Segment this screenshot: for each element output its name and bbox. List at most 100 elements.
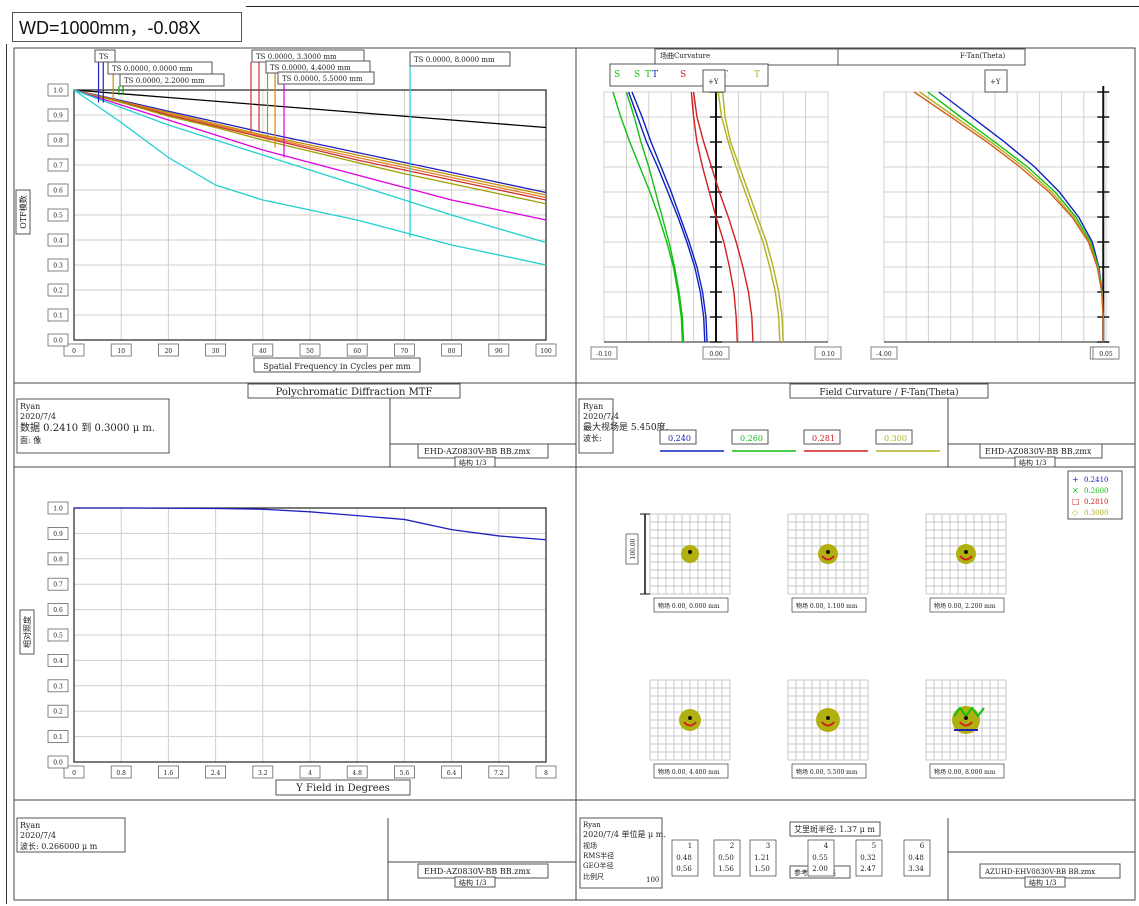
spot-geo-3: 2.00 — [812, 865, 828, 873]
mtf-xtick-box-8 — [441, 343, 463, 357]
mtf-ytick-3: 0.3 — [53, 263, 63, 270]
rel-xtick-4: 3.2 — [258, 770, 268, 777]
mtf-info-1: 2020/7/4 — [20, 412, 56, 421]
mtf-series-4 — [73, 89, 547, 201]
mtf-series-8 — [73, 89, 547, 266]
rel-xtick-box-9 — [488, 765, 510, 779]
rel-info: Ryan 2020/7/4 波长: 0.266000 μ m EHD-AZ083… — [16, 817, 576, 900]
rel-ylabel: 相对照度 — [22, 616, 32, 648]
fc-axis-tag-left: +Y — [708, 78, 719, 86]
mtf-xtick-box-4 — [252, 343, 274, 357]
top-rule — [246, 6, 1139, 7]
fc-left-series-7 — [717, 91, 781, 343]
rel-ytick-7: 0.7 — [53, 582, 63, 589]
rel-ytick-box-5 — [47, 628, 69, 642]
mtf-field-label-4: TS 0.0000, 4.4000 mm — [270, 64, 351, 72]
spot-legend-box — [1067, 470, 1123, 520]
mtf-xtick-box-10 — [535, 343, 557, 357]
fc-left-series-2 — [627, 91, 706, 343]
mtf-info-3: 面: 像 — [20, 435, 41, 445]
fc-legend-letter-1: S — [634, 70, 640, 80]
spot-col-box-3 — [807, 839, 835, 877]
rel-info-2: 波长: 0.266000 μ m — [20, 841, 98, 851]
mtf-texts: Polychromatic Diffraction MTF Spatial Fr… — [15, 189, 461, 399]
fc-right-xtick-0: -4.00 — [876, 351, 892, 358]
spot-green-ring — [953, 706, 985, 718]
spot-center-0 — [688, 550, 692, 554]
spot-rms-2: 1.21 — [754, 854, 770, 862]
mtf-ytick-box-7 — [47, 158, 69, 172]
spot-field-box-2 — [929, 597, 1005, 613]
spot-col-3: 4 — [824, 842, 829, 850]
spot-diagram-panel: 物场 0.00, 0.000 mm 物场 0.00, 1.100 mm 物场 0.0… — [625, 513, 1007, 779]
spot-rms-5: 0.48 — [908, 854, 924, 862]
mtf-field-labels: TS TS 0.0000, 0.0000 mm TS 0.0000, 2.200… — [94, 49, 511, 87]
spot-field-label-2: 物场 0.00, 2.200 mm — [934, 602, 996, 610]
mtf-ytick-box-10 — [47, 83, 69, 97]
spot-info-3: RMS半径 — [583, 851, 614, 860]
rel-xtick-box-0 — [63, 765, 85, 779]
spot-legend-symbol-1: × — [1072, 486, 1079, 495]
fc-left-xtick-box-1 — [702, 346, 730, 360]
mtf-field-label-1: TS 0.0000, 0.0000 mm — [112, 65, 193, 73]
rel-xtick-box-6 — [346, 765, 368, 779]
rel-ytick-box-0 — [47, 755, 69, 769]
mtf-xtick-box-1 — [110, 343, 132, 357]
mtf-ytick-box-9 — [47, 108, 69, 122]
mtf-field-label-5: TS 0.0000, 5.5000 mm — [282, 75, 363, 83]
spot-rms-0: 0.48 — [676, 854, 692, 862]
rel-file-1: 结构 1/3 — [459, 878, 487, 887]
fc-left-series-4 — [692, 91, 754, 343]
fc-title: Field Curvature / F-Tan(Theta) — [819, 387, 958, 398]
spot-legend-symbol-3: ◇ — [1072, 508, 1079, 517]
mtf-field-label-0: TS — [99, 53, 109, 61]
mtf-xtick-box-3 — [205, 343, 227, 357]
spot-geo-0: 0.56 — [676, 865, 692, 873]
fc-wl-1: 0.260 — [740, 434, 763, 443]
spot-file-0: AZUHD-EHV0830V-BB BB.zmx — [984, 868, 1095, 876]
rel-ytick-box-2 — [47, 704, 69, 718]
fc-info-2: 最大视场是 5.450度. — [583, 421, 669, 433]
mtf-ytick-4: 0.4 — [53, 238, 63, 245]
fc-left-series-0 — [612, 91, 684, 343]
fc-legend-letter-4: S — [680, 70, 686, 80]
mtf-ytick-6: 0.6 — [53, 188, 63, 195]
mtf-xtick-2: 20 — [165, 348, 173, 355]
mtf-ytick-box-6 — [47, 183, 69, 197]
relative-illumination-panel: 0 0.8 1.6 2.4 3.2 4 4.8 5.6 6.4 7.2 8 0.0 0.1 0.2 0.3 0… — [47, 501, 557, 779]
mtf-xtick-7: 70 — [401, 348, 409, 355]
spot-info-4: GEO半径 — [583, 861, 613, 870]
fc-wl-2: 0.281 — [812, 434, 835, 443]
mtf-series-0 — [73, 89, 547, 129]
mtf-series-6 — [73, 89, 547, 221]
rel-xtick-box-4 — [252, 765, 274, 779]
spot-geo-1: 1.56 — [718, 865, 734, 873]
spot-col-1: 2 — [730, 842, 734, 850]
rel-ytick-5: 0.5 — [53, 633, 63, 640]
rel-ytick-8: 0.8 — [53, 556, 63, 563]
rel-ytick-box-10 — [47, 501, 69, 515]
fc-info-0: Ryan — [583, 402, 603, 411]
mtf-xtick-8: 80 — [448, 348, 456, 355]
fc-file-0: EHD-AZ0830V-BB BB.zmx — [985, 447, 1092, 456]
spot-field-box-4 — [791, 763, 867, 779]
rel-xtick-1: 0.8 — [116, 770, 126, 777]
mtf-xtick-box-5 — [299, 343, 321, 357]
rel-ytick-0: 0.0 — [53, 760, 63, 767]
fc-info-3: 波长: — [583, 433, 602, 443]
mtf-ytick-box-1 — [47, 308, 69, 322]
spot-center-4 — [826, 716, 830, 720]
spot-col-0: 1 — [688, 842, 692, 850]
mtf-xtick-0: 0 — [72, 348, 76, 355]
fc-right-series-3 — [913, 91, 1104, 343]
spot-geo-4: 2.47 — [860, 865, 876, 873]
spot-center-5 — [964, 716, 968, 720]
rel-xtick-box-1 — [110, 765, 132, 779]
fc-left-xtick-0: -0.10 — [596, 351, 612, 358]
mtf-ytick-box-2 — [47, 283, 69, 297]
mtf-ytick-5: 0.5 — [53, 213, 63, 220]
mtf-info: Ryan 2020/7/4 数据 0.2410 到 0.3000 μ m. 面:… — [16, 398, 576, 468]
rel-ytick-2: 0.2 — [53, 709, 63, 716]
mtf-ytick-box-3 — [47, 258, 69, 272]
rel-texts: Y Field in Degrees 相对照度 — [19, 609, 411, 796]
